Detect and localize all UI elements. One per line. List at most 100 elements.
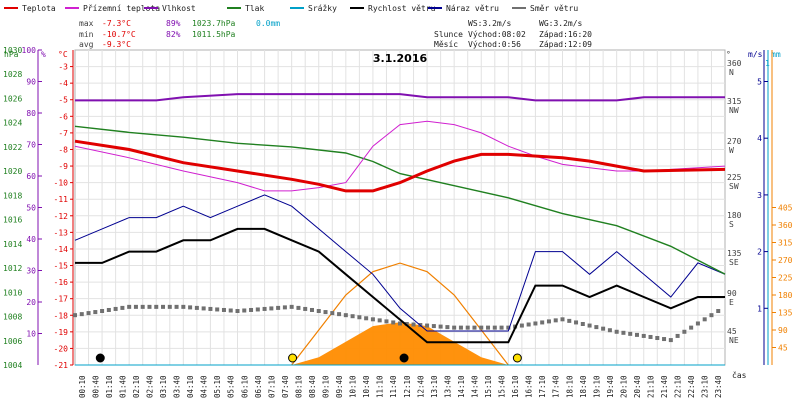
wind-direction-point	[249, 307, 254, 312]
wind-direction-point	[479, 325, 484, 330]
wind-direction-point	[628, 331, 633, 336]
legend-item-label: Teplota	[22, 4, 56, 13]
direction-tick-name: SE	[729, 258, 739, 267]
wind-direction-point	[147, 304, 152, 309]
x-tick-label: 05:40	[227, 375, 236, 398]
wind-direction-point	[276, 305, 281, 310]
sun-rise: Východ:08:02	[468, 30, 526, 39]
x-tick-label: 01:40	[118, 375, 127, 398]
x-axis-label: čas	[732, 370, 747, 380]
wind-direction-point	[127, 304, 132, 309]
wind-gust-line	[74, 194, 726, 332]
temperature-tick-label: -20	[54, 344, 69, 353]
x-tick-label: 07:40	[281, 375, 290, 398]
wind-direction-point	[215, 307, 220, 312]
x-tick-label: 08:10	[294, 375, 303, 398]
x-tick-label: 18:40	[579, 375, 588, 398]
direction-tick-degrees: 360	[727, 59, 742, 68]
wind-direction-point	[668, 338, 673, 343]
x-tick-label: 10:10	[349, 375, 358, 398]
x-tick-label: 22:10	[674, 375, 683, 398]
x-tick-label: 16:40	[525, 375, 534, 398]
direction-unit-label: °	[726, 50, 731, 59]
x-tick-label: 05:10	[213, 375, 222, 398]
humidity-tick-label: 80	[26, 109, 36, 118]
wind-direction-point	[296, 305, 301, 310]
wind-direction-point	[411, 322, 416, 327]
x-tick-label: 03:40	[173, 375, 182, 398]
moon-set: Západ:12:09	[539, 40, 592, 49]
wind-direction-point	[519, 323, 524, 328]
solar-tick-label: 225	[778, 274, 793, 283]
wind-direction-point	[221, 307, 226, 312]
temperature-tick-label: -10	[54, 179, 69, 188]
wind-direction-point	[316, 309, 321, 314]
wind-direction-point	[486, 325, 491, 330]
temperature-tick-label: -12	[54, 212, 69, 221]
x-tick-label: 10:40	[362, 375, 371, 398]
wg-value: WG:3.2m/s	[539, 19, 583, 28]
wind-direction-point	[506, 325, 511, 330]
wind-unit-label: m/s	[748, 50, 763, 59]
wind-direction-point	[120, 305, 125, 310]
wind-direction-point	[113, 306, 118, 311]
x-tick-label: 21:10	[647, 375, 656, 398]
wind-direction-point	[86, 311, 91, 316]
temperature-tick-label: -15	[54, 262, 69, 271]
wind-direction-point	[594, 325, 599, 330]
direction-tick-degrees: 225	[727, 173, 742, 182]
wind-direction-point	[167, 304, 172, 309]
x-tick-label: 11:40	[389, 375, 398, 398]
wind-direction-point	[607, 328, 612, 333]
wind-direction-point	[154, 304, 159, 309]
x-tick-label: 12:40	[416, 375, 425, 398]
wind-direction-point	[425, 323, 430, 328]
wind-tick-label: 2	[757, 248, 762, 257]
temperature-tick-label: -3	[58, 63, 68, 72]
moon-marker	[399, 353, 409, 363]
wind-direction-point	[201, 306, 206, 311]
temperature-tick-label: -9	[58, 162, 68, 171]
temperature-tick-label: -13	[54, 228, 69, 237]
humidity-tick-label: 20	[26, 298, 36, 307]
wind-direction-point	[574, 320, 579, 325]
x-tick-label: 06:10	[240, 375, 249, 398]
temperature-tick-label: -17	[54, 295, 69, 304]
solar-tick-label: 360	[778, 221, 793, 230]
legend-item-label: Přízemní teplota	[83, 4, 160, 13]
temperature-tick-label: -8	[58, 145, 68, 154]
x-tick-label: 14:10	[457, 375, 466, 398]
wind-direction-point	[350, 314, 355, 319]
stats-max-temp: -7.3°C	[102, 19, 131, 28]
pressure-unit-label: hPa	[4, 50, 19, 59]
moon-marker	[95, 353, 105, 363]
stats-max-rain: 0.0mm	[256, 19, 280, 28]
wind-direction-point	[289, 304, 294, 309]
humidity-tick-label: 10	[26, 330, 36, 339]
wind-direction-point	[438, 324, 443, 329]
wind-direction-point	[560, 317, 565, 322]
x-tick-label: 16:10	[511, 375, 520, 398]
wind-direction-point	[377, 318, 382, 323]
wind-direction-point	[357, 315, 362, 320]
wind-direction-point	[675, 333, 680, 338]
wind-direction-point	[716, 309, 721, 314]
x-tick-label: 08:40	[308, 375, 317, 398]
x-tick-labels: 00:10 00:40 01:10 01:40 02:10 02:40 03:10 03:40…	[78, 375, 723, 398]
direction-tick-name: NW	[729, 106, 739, 115]
temperature-tick-label: -5	[58, 96, 68, 105]
wind-direction-point	[73, 313, 77, 318]
stats-min-label: min	[79, 30, 94, 39]
x-tick-label: 22:40	[687, 375, 696, 398]
pressure-tick-label: 1006	[3, 337, 22, 346]
x-tick-label: 20:10	[619, 375, 628, 398]
x-tick-label: 19:10	[592, 375, 601, 398]
wind-direction-point	[343, 313, 348, 318]
x-tick-label: 09:10	[322, 375, 331, 398]
solar-tick-label: 405	[778, 204, 793, 213]
direction-tick-degrees: 270	[727, 137, 742, 146]
pressure-tick-label: 1008	[3, 313, 22, 322]
temperature-tick-label: -18	[54, 311, 69, 320]
wind-direction-point	[269, 306, 274, 311]
